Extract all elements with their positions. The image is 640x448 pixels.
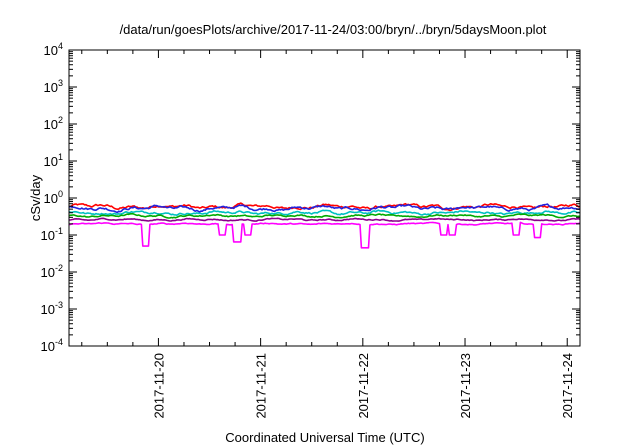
series-line-3 — [68, 212, 581, 219]
tick-layer: 10-4 10-3 10-2 10-1 100 101 102 103 104 2017-11-2… — [41, 41, 580, 419]
x-tick-label: 2017-11-21 — [254, 353, 269, 419]
series-line-5 — [68, 221, 581, 249]
series-line-1 — [68, 203, 581, 214]
x-tick-label: 2017-11-24 — [560, 353, 575, 419]
y-tick-label: 10-1 — [41, 226, 63, 243]
y-tick-label: 104 — [44, 41, 63, 58]
y-tick-label: 102 — [44, 115, 63, 132]
y-tick-label: 101 — [44, 152, 63, 169]
series-line-0 — [68, 202, 581, 212]
y-tick-label: 100 — [44, 189, 63, 206]
x-tick-label: 2017-11-22 — [356, 353, 371, 419]
x-axis-label: Coordinated Universal Time (UTC) — [225, 430, 424, 445]
x-tick-label: 2017-11-20 — [151, 353, 166, 419]
y-tick-label: 10-4 — [41, 337, 63, 354]
chart-title: /data/run/goesPlots/archive/2017-11-24/0… — [120, 22, 547, 37]
series-layer — [68, 202, 581, 249]
y-axis-label: cSv/day — [28, 174, 43, 221]
y-tick-label: 103 — [44, 78, 63, 95]
series-line-2 — [68, 209, 581, 216]
y-tick-label: 10-2 — [41, 263, 63, 280]
series-line-4 — [68, 217, 581, 222]
x-tick-label: 2017-11-23 — [458, 353, 473, 419]
plot-frame — [68, 49, 581, 347]
y-tick-label: 10-3 — [41, 300, 63, 317]
